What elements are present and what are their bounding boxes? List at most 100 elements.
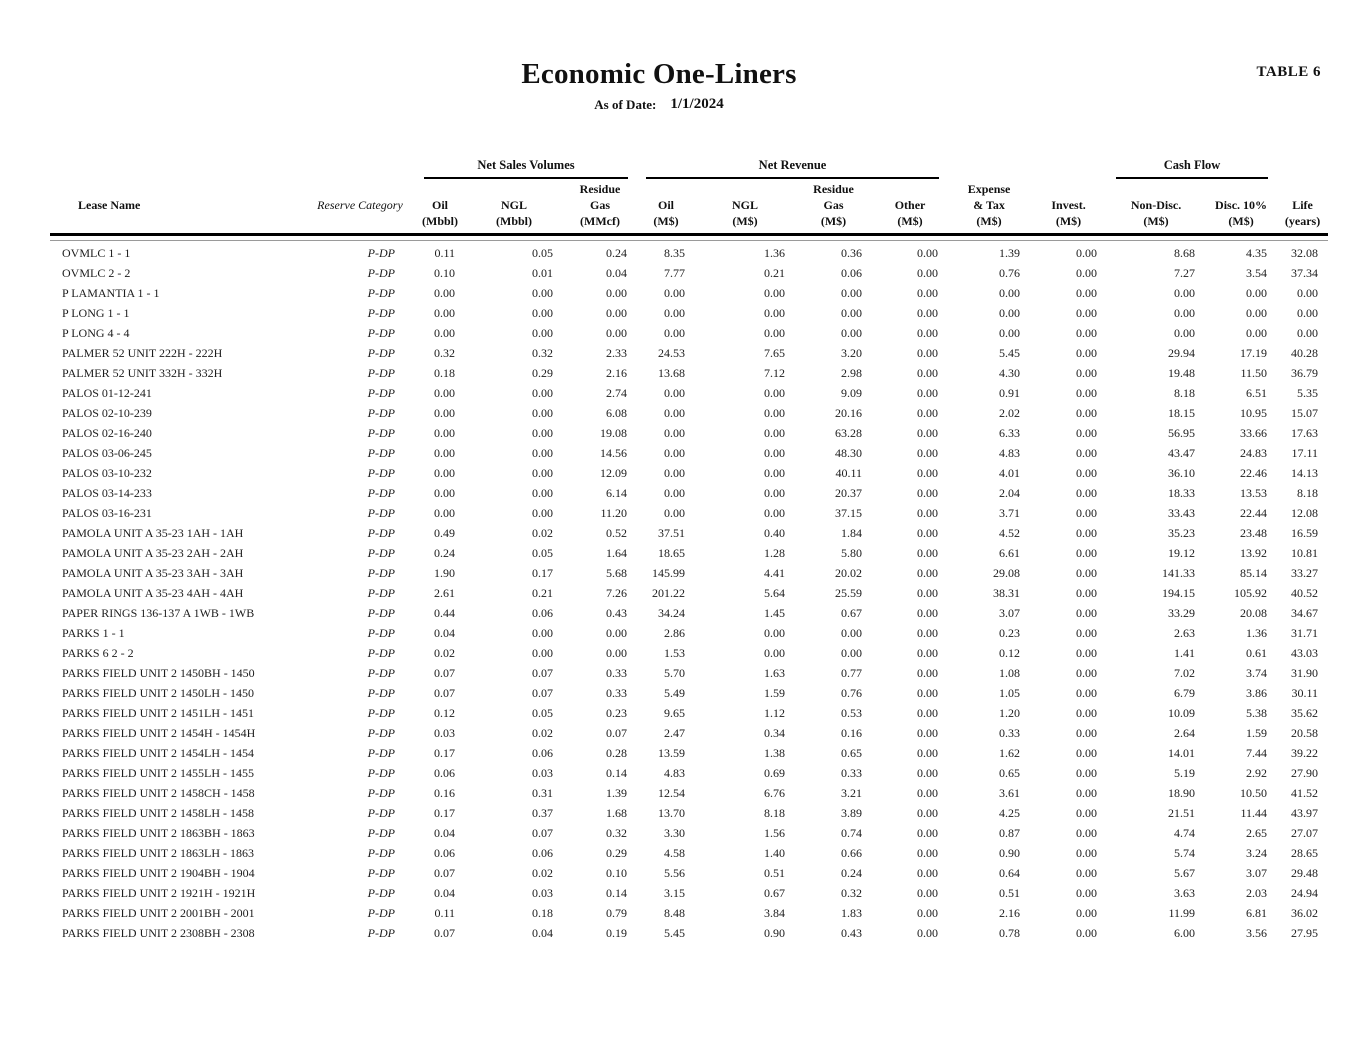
disc-10-cash-flow-cell: 17.19 [1240, 346, 1268, 360]
table-row: PARKS FIELD UNIT 2 1458CH - 1458 P-DP 0.… [50, 783, 1328, 803]
non-disc-cash-flow-cell: 4.74 [1174, 826, 1196, 840]
life-years-cell: 43.97 [1291, 806, 1319, 820]
oil-volume-cell: 0.04 [434, 826, 455, 840]
ngl-volume-cell: 0.00 [532, 406, 553, 420]
economics-table: Net Sales Volumes Net Revenue Cash Flow … [50, 155, 1329, 944]
invest-cell: 0.00 [1076, 426, 1098, 440]
expense-tax-cell: 0.64 [999, 866, 1021, 880]
ngl-revenue-cell: 8.18 [764, 806, 786, 820]
table-row: PALOS 03-06-245 P-DP 0.00 0.00 14.56 0.0… [50, 443, 1328, 463]
non-disc-cash-flow-cell: 194.15 [1162, 586, 1196, 600]
other-revenue-cell: 0.00 [917, 286, 939, 300]
invest-cell: 0.00 [1076, 666, 1098, 680]
ngl-volume-cell: 0.05 [532, 706, 553, 720]
non-disc-cash-flow-cell: 1.41 [1174, 646, 1196, 660]
column-header-line: Disc. 10% [1215, 198, 1268, 212]
oil-volume-cell: 0.17 [434, 746, 455, 760]
reserve-category-cell: P-DP [367, 846, 395, 860]
residue-gas-volume-cell: 0.33 [606, 686, 628, 700]
oil-volume-cell: 0.00 [434, 286, 455, 300]
residue-gas-volume-cell: 0.00 [606, 306, 628, 320]
other-revenue-cell: 0.00 [917, 646, 939, 660]
disc-10-cash-flow-cell: 7.44 [1246, 746, 1268, 760]
disc-10-cash-flow-cell: 85.14 [1240, 566, 1268, 580]
residue-gas-revenue-cell: 0.53 [841, 706, 863, 720]
reserve-category-cell: P-DP [367, 306, 395, 320]
oil-revenue-cell: 24.53 [658, 346, 686, 360]
ngl-volume-cell: 0.03 [532, 886, 553, 900]
oil-volume-cell: 0.00 [434, 426, 455, 440]
oil-volume-cell: 0.32 [434, 346, 455, 360]
oil-revenue-cell: 0.00 [664, 466, 686, 480]
table-row: PARKS FIELD UNIT 2 1450LH - 1450 P-DP 0.… [50, 683, 1328, 703]
one-liners-table: Net Sales Volumes Net Revenue Cash Flow … [50, 155, 1329, 944]
invest-cell: 0.00 [1076, 526, 1098, 540]
ngl-volume-cell: 0.32 [532, 346, 553, 360]
lease-name-cell: PARKS FIELD UNIT 2 1450LH - 1450 [62, 686, 255, 700]
ngl-revenue-cell: 1.59 [764, 686, 786, 700]
table-row: PARKS 6 2 - 2 P-DP 0.02 0.00 0.00 1.53 0… [50, 643, 1328, 663]
invest-cell: 0.00 [1076, 746, 1098, 760]
residue-gas-volume-cell: 14.56 [600, 446, 628, 460]
life-years-cell: 14.13 [1291, 466, 1319, 480]
other-revenue-cell: 0.00 [917, 766, 939, 780]
ngl-volume-cell: 0.05 [532, 246, 553, 260]
residue-gas-revenue-cell: 0.32 [841, 886, 863, 900]
life-years-cell: 20.58 [1291, 726, 1319, 740]
column-header-line: Gas [823, 198, 844, 212]
column-header-line: (Mbbl) [496, 214, 532, 228]
lease-name-cell: OVMLC 1 - 1 [62, 246, 131, 260]
ngl-revenue-cell: 0.34 [764, 726, 786, 740]
lease-name-cell: PALOS 03-10-232 [62, 466, 152, 480]
table-row: PALMER 52 UNIT 332H - 332H P-DP 0.18 0.2… [50, 363, 1328, 383]
disc-10-cash-flow-cell: 22.46 [1240, 466, 1268, 480]
residue-gas-revenue-cell: 3.20 [841, 346, 863, 360]
lease-name-cell: PARKS FIELD UNIT 2 1455LH - 1455 [62, 766, 255, 780]
table-row: OVMLC 1 - 1 P-DP 0.11 0.05 0.24 8.35 1.3… [50, 235, 1328, 264]
residue-gas-revenue-cell: 0.33 [841, 766, 863, 780]
life-years-cell: 43.03 [1291, 646, 1319, 660]
lease-name-cell: PALMER 52 UNIT 222H - 222H [62, 346, 223, 360]
ngl-revenue-cell: 0.00 [764, 326, 786, 340]
table-row: PAMOLA UNIT A 35-23 3AH - 3AH P-DP 1.90 … [50, 563, 1328, 583]
col-header-other-ms: Other (M$) [872, 179, 949, 236]
life-years-cell: 40.28 [1291, 346, 1319, 360]
oil-volume-cell: 0.16 [434, 786, 455, 800]
residue-gas-revenue-cell: 0.06 [841, 266, 863, 280]
other-revenue-cell: 0.00 [917, 886, 939, 900]
table-row: PALOS 03-14-233 P-DP 0.00 0.00 6.14 0.00… [50, 483, 1328, 503]
residue-gas-revenue-cell: 1.83 [841, 906, 863, 920]
expense-tax-cell: 6.33 [999, 426, 1021, 440]
reserve-category-cell: P-DP [367, 486, 395, 500]
oil-revenue-cell: 2.86 [664, 626, 686, 640]
invest-cell: 0.00 [1076, 866, 1098, 880]
life-years-cell: 30.11 [1291, 686, 1319, 700]
col-header-lease-name: Lease Name [50, 179, 305, 236]
ngl-revenue-cell: 0.00 [764, 626, 786, 640]
ngl-volume-cell: 0.17 [532, 566, 553, 580]
expense-tax-cell: 29.08 [993, 566, 1021, 580]
non-disc-cash-flow-cell: 6.00 [1174, 926, 1196, 940]
col-header-invest-ms: Invest. (M$) [1030, 179, 1108, 236]
other-revenue-cell: 0.00 [917, 466, 939, 480]
group-net-sales-volumes: Net Sales Volumes [415, 155, 637, 179]
other-revenue-cell: 0.00 [917, 806, 939, 820]
table-body: OVMLC 1 - 1 P-DP 0.11 0.05 0.24 8.35 1.3… [50, 235, 1328, 944]
invest-cell: 0.00 [1076, 586, 1098, 600]
reserve-category-cell: P-DP [367, 586, 395, 600]
reserve-category-cell: P-DP [367, 286, 395, 300]
invest-cell: 0.00 [1076, 786, 1098, 800]
ngl-revenue-cell: 0.00 [764, 286, 786, 300]
other-revenue-cell: 0.00 [917, 386, 939, 400]
life-years-cell: 8.18 [1297, 486, 1319, 500]
residue-gas-volume-cell: 0.14 [606, 766, 628, 780]
ngl-revenue-cell: 0.67 [764, 886, 786, 900]
life-years-cell: 32.08 [1291, 246, 1319, 260]
group-net-revenue: Net Revenue [637, 155, 948, 179]
disc-10-cash-flow-cell: 4.35 [1246, 246, 1268, 260]
oil-volume-cell: 0.11 [434, 246, 455, 260]
non-disc-cash-flow-cell: 0.00 [1174, 306, 1196, 320]
invest-cell: 0.00 [1076, 826, 1098, 840]
life-years-cell: 0.00 [1297, 306, 1319, 320]
group-header-row: Net Sales Volumes Net Revenue Cash Flow [50, 155, 1328, 179]
